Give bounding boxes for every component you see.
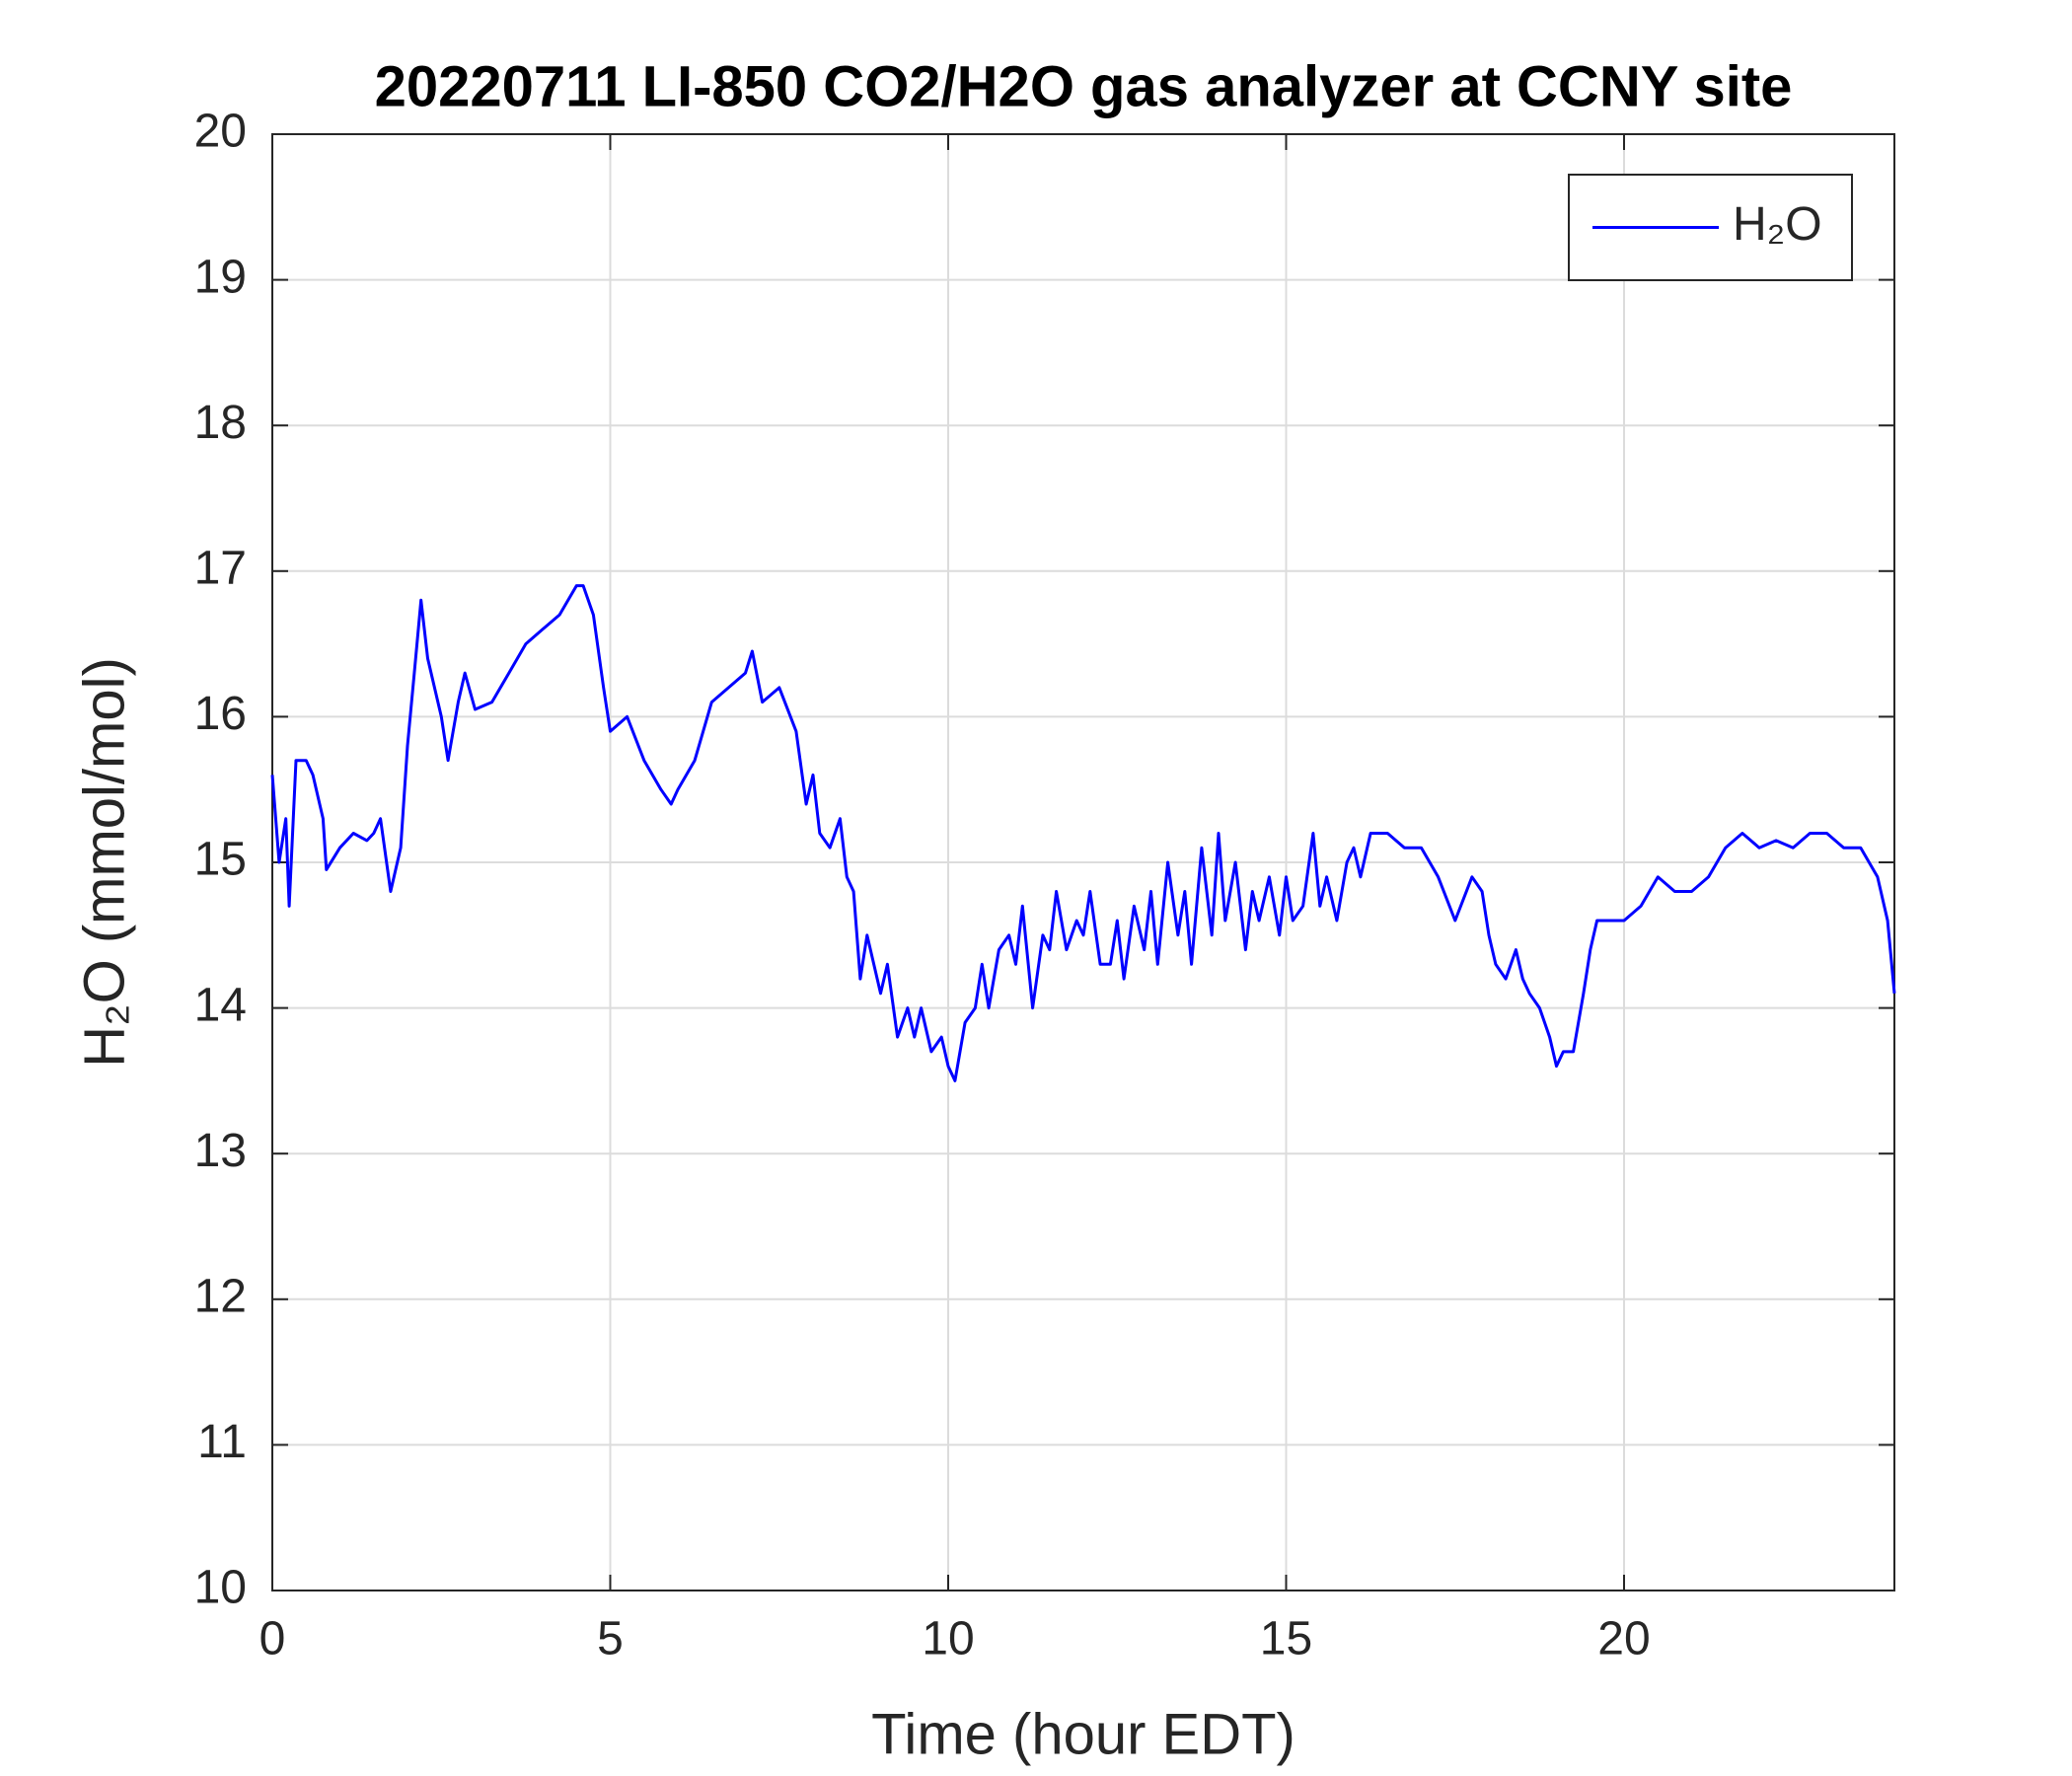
x-tick-label: 0	[259, 1613, 286, 1665]
y-tick-label: 13	[194, 1125, 247, 1177]
chart-title: 20220711 LI-850 CO2/H2O gas analyzer at …	[375, 54, 1793, 118]
y-tick-label: 10	[194, 1562, 247, 1614]
y-tick-label: 14	[194, 979, 247, 1031]
y-tick-label: 17	[194, 542, 247, 594]
x-axis-label: Time (hour EDT)	[871, 1702, 1295, 1766]
x-tick-label: 20	[1597, 1613, 1650, 1665]
y-tick-label: 11	[197, 1416, 247, 1468]
y-tick-label: 19	[194, 251, 247, 303]
x-tick-label: 5	[597, 1613, 624, 1665]
x-tick-label: 15	[1260, 1613, 1312, 1665]
y-tick-label: 16	[194, 688, 247, 740]
y-axis-label: H₂O (mmol/mol)	[72, 657, 136, 1068]
data-line	[270, 584, 1896, 1082]
y-tick-label: 18	[194, 397, 247, 449]
legend-label: H₂O	[1733, 198, 1822, 251]
y-tick-label: 15	[194, 834, 247, 886]
y-tick-label: 20	[194, 106, 247, 158]
plot-frame	[271, 133, 1895, 1591]
x-tick-label: 10	[922, 1613, 974, 1665]
y-tick-label: 12	[194, 1270, 247, 1322]
